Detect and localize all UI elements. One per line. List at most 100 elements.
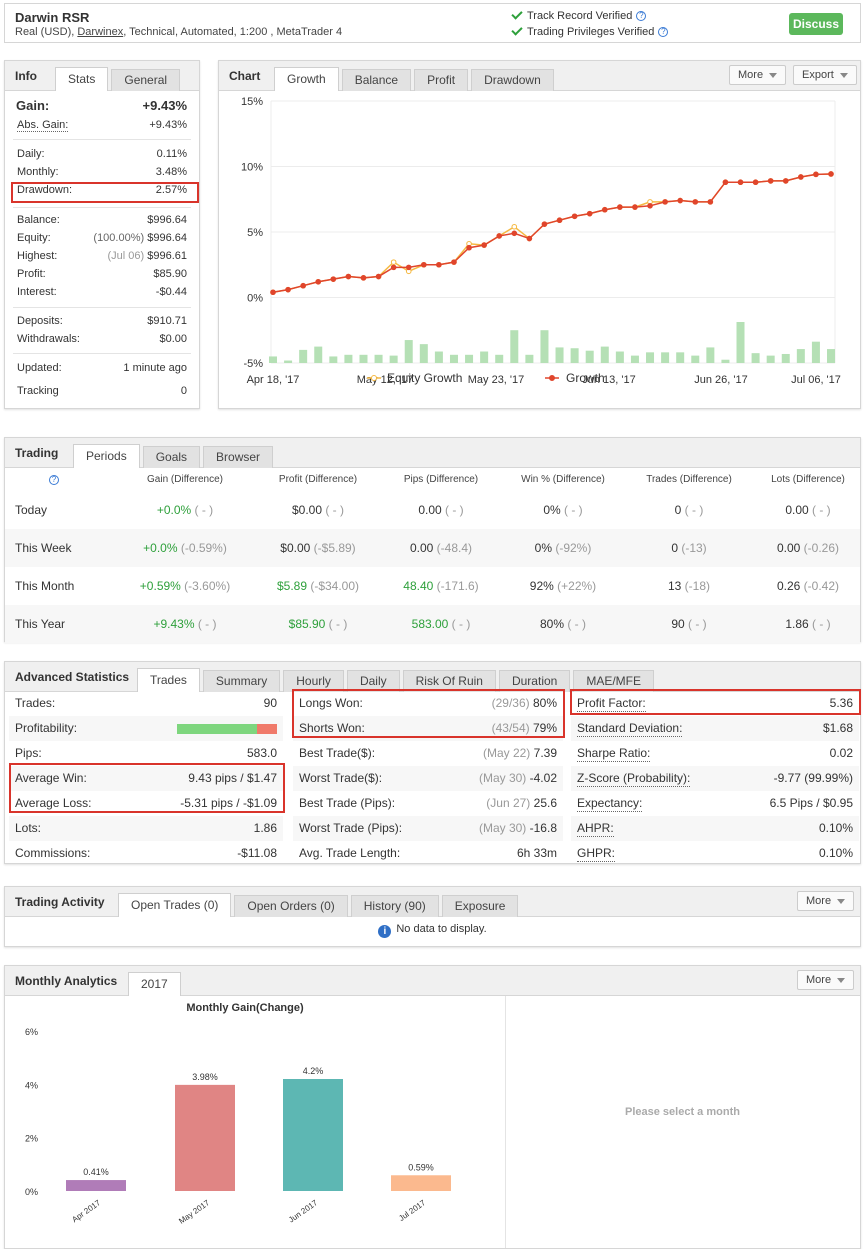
row-label: This Week [15,541,72,555]
volume-bar [419,344,428,363]
monthly-bar[interactable] [283,1079,343,1191]
help-icon[interactable]: ? [658,27,669,37]
tab-open-trades[interactable]: Open Trades (0) [118,893,232,917]
growth-line [272,173,832,293]
monthly-bar[interactable] [66,1180,126,1191]
stat-label[interactable]: Profit Factor: [577,696,646,712]
tab-risk-of-ruin[interactable]: Risk Of Ruin [402,670,496,692]
growth-point [752,179,759,186]
stat-value-text: 0.02 [829,746,853,760]
stat-label[interactable]: AHPR: [577,821,614,837]
tab-browser[interactable]: Browser [203,446,274,468]
volume-bar [706,347,715,363]
legend-equity-growth[interactable]: Equity Growth [367,371,462,385]
stat-label[interactable]: Z-Score (Probability): [577,771,691,787]
gain-label: Gain: [16,98,50,113]
more-button[interactable]: More [797,891,855,911]
stat-row: Expectancy: 6.5 Pips / $0.95 [571,791,859,816]
more-button[interactable]: More [797,970,855,990]
monthly-bar[interactable] [175,1084,235,1191]
growth-point [782,178,789,184]
tab-trades[interactable]: Trades [137,668,200,692]
col-pips: Pips (Difference) [403,474,479,485]
stat-value-text: 7.39 [533,746,557,760]
volume-bar [449,354,458,363]
growth-point [571,213,578,220]
stat-row: Profitability: [9,716,283,741]
volume-bar [299,349,308,363]
tab-periods[interactable]: Periods [73,444,140,468]
table-cell: $85.90 ( - ) [238,605,398,643]
average-win-loss-highlight [9,763,285,813]
stat-label[interactable]: Sharpe Ratio: [577,746,651,762]
tab-goals[interactable]: Goals [142,446,201,468]
cell-difference: (-48.4) [433,541,473,555]
cell-difference: ( - ) [325,617,348,631]
table-row: This Week +0.0% (-0.59%) $0.00 (-$5.89) 0.0… [5,529,860,567]
volume-bar [525,354,534,363]
legend-label: Growth [566,371,605,385]
stat-row: Z-Score (Probability): -9.77 (99.99%) [571,766,859,791]
tracking-row: Tracking 0 [17,385,187,397]
tab-drawdown[interactable]: Drawdown [471,69,554,91]
stat-value-text: 0.10% [818,846,853,860]
help-icon[interactable]: ? [49,475,59,485]
tab-duration[interactable]: Duration [498,670,571,692]
stat-label: Commissions: [15,846,91,860]
stat-value-text: -5.31 pips / -$1.09 [180,796,277,810]
trading-activity-panel: Trading Activity Open Trades (0) Open Or… [4,886,861,947]
tab-daily[interactable]: Daily [346,670,400,692]
volume-bar [434,351,443,363]
y-tick-label: 10% [241,162,263,174]
tab-exposure[interactable]: Exposure [441,895,519,917]
stat-label[interactable]: Expectancy: [577,796,643,812]
growth-chart[interactable]: 15% 10% 5% 0% -5% Apr 18, '17 May 12, '17 May 2… [219,91,860,408]
tab-mae-mfe[interactable]: MAE/MFE [573,670,654,692]
table-cell: 0.26 (-0.42) [728,567,865,605]
more-button[interactable]: More [729,65,787,85]
discuss-button[interactable]: Discuss [789,13,843,35]
stat-value: 90 [264,691,277,716]
tab-growth[interactable]: Growth [274,67,339,91]
tab-balance[interactable]: Balance [341,69,412,91]
help-icon[interactable]: ? [636,11,647,21]
stat-label: Avg. Trade Length: [299,846,401,860]
tab-hourly[interactable]: Hourly [283,670,344,692]
stat-value-text: -$11.08 [237,846,277,860]
stat-value: 0.10% [819,816,853,841]
broker-link[interactable]: Darwinex [77,26,124,38]
growth-point [632,204,638,210]
stat-value-text: 80% [532,696,557,710]
tab-stats[interactable]: Stats [55,67,109,91]
tab-2017[interactable]: 2017 [128,972,181,996]
stat-label[interactable]: Standard Deviation: [577,721,683,737]
stat-value-text: 25.6 [533,796,557,810]
tab-profit[interactable]: Profit [414,69,469,91]
table-cell: +0.0% (-0.59%) [105,529,265,567]
stat-row: Standard Deviation: $1.68 [571,716,859,741]
cell-value: $0.00 [291,503,323,517]
export-button[interactable]: Export [793,65,857,85]
tab-history[interactable]: History (90) [350,895,439,917]
monthly-bar[interactable] [391,1175,451,1191]
table-cell: 0 (-13) [609,529,769,567]
cell-value: 80% [539,617,565,631]
cell-value: 583.00 [411,617,449,631]
stat-label[interactable]: GHPR: [577,846,616,862]
tab-general[interactable]: General [111,69,181,91]
stat-row: Longs Won: (29/36) 80% [293,691,563,716]
stat-value-text: 6h 33m [516,846,557,860]
legend-growth[interactable]: Growth [545,371,605,385]
advanced-col-3: Profit Factor: 5.36 Standard Deviation: $1.… [571,691,859,866]
monthly-gain-chart[interactable]: Monthly Gain(Change) 6% 4% 2% 0% 0.41% Apr 201… [5,996,505,1249]
stat-value: 0.10% [819,841,853,866]
tab-summary[interactable]: Summary [202,670,281,692]
cell-difference: (-0.42) [800,579,840,593]
info-panel: Info Stats General Gain: +9.43% Abs. Gai… [4,60,200,409]
growth-point [662,199,668,205]
gain-row: Gain: +9.43% [16,98,187,118]
abs-gain-label[interactable]: Abs. Gain: [17,119,69,132]
volume-bar [827,349,835,363]
tab-open-orders[interactable]: Open Orders (0) [234,895,348,917]
cell-value: +0.59% [139,579,181,593]
